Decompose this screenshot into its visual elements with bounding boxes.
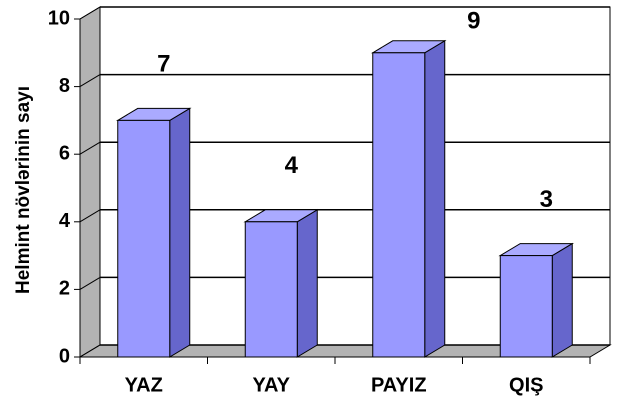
- x-tick-label: YAZ: [125, 374, 163, 396]
- grid-line: [79, 141, 101, 155]
- data-label: 3: [540, 186, 553, 213]
- bar-side: [296, 208, 318, 358]
- data-label: 4: [285, 152, 299, 179]
- y-tick-label: 4: [59, 210, 71, 232]
- data-label: 7: [157, 51, 170, 78]
- y-tick-label: 10: [48, 7, 70, 29]
- bar-side: [551, 242, 573, 358]
- bar: [117, 119, 171, 358]
- side-wall: [79, 6, 101, 358]
- y-tick-label: 8: [59, 75, 70, 97]
- grid-line: [79, 74, 101, 88]
- data-label: 9: [467, 7, 480, 34]
- grid-line: [79, 344, 101, 358]
- y-axis-label: Helmint növlərinin sayı: [13, 86, 34, 294]
- grid-line: [79, 276, 101, 290]
- y-tick-label: 6: [59, 142, 70, 164]
- bar-side: [169, 107, 191, 358]
- x-tick-label: PAYIZ: [371, 374, 427, 396]
- x-tick-label: YAY: [253, 374, 291, 396]
- bar: [499, 255, 553, 358]
- x-tick-label: QIŞ: [509, 374, 543, 396]
- bar: [244, 221, 298, 358]
- bar-side: [424, 39, 446, 358]
- y-tick-label: 2: [59, 278, 70, 300]
- bar: [372, 52, 426, 358]
- grid-line: [79, 209, 101, 223]
- grid-line: [79, 6, 101, 20]
- y-tick-label: 0: [59, 345, 70, 367]
